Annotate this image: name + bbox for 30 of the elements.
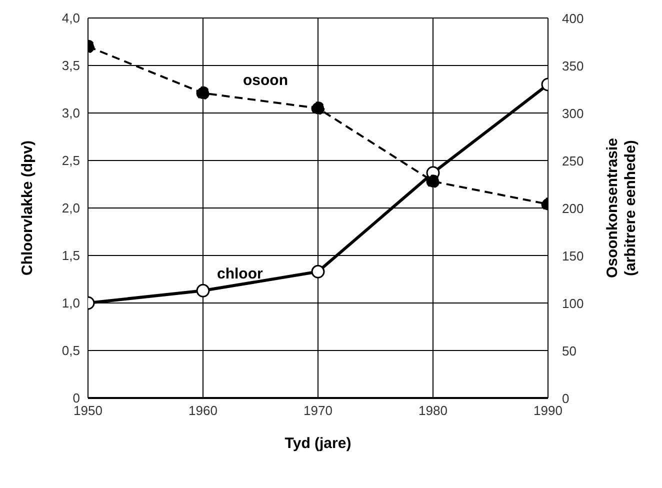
y-tick-label: 0,5 (62, 343, 80, 358)
series-label: osoon (243, 72, 288, 90)
x-tick-label: 1950 (74, 403, 102, 418)
x-tick-label: 1980 (418, 403, 448, 418)
y2-tick-label: 300 (562, 106, 584, 121)
y2-axis-title: Osoonkonsentrasie (arbitrere eenhede) (604, 138, 639, 278)
y-tick-label: 4,0 (62, 10, 80, 26)
y2-tick-label: 350 (562, 58, 584, 74)
y2-tick-label: 100 (562, 296, 584, 311)
y-tick-label: 1,5 (62, 248, 80, 264)
y2-tick-label: 50 (562, 344, 576, 358)
series-label: chloor (217, 266, 263, 283)
y2-tick-label: 200 (562, 201, 584, 216)
y-axis-title: Chloorvlakke (dpv) (19, 140, 36, 276)
y-tick-label: 2,5 (62, 153, 80, 168)
y-tick-label: 3,0 (62, 106, 80, 121)
y-tick-label: 3,5 (62, 58, 80, 74)
y2-tick-label: 150 (562, 248, 584, 264)
x-axis-title: Tyd (jare) (284, 435, 352, 452)
point (311, 102, 325, 115)
y-tick-label: 2,0 (62, 200, 80, 216)
y-tick-label: 0 (72, 390, 80, 406)
y-tick-label: 1,0 (62, 296, 80, 311)
point (311, 264, 325, 278)
y2-tick-label: 250 (562, 154, 584, 168)
x-tick-label: 1970 (304, 403, 332, 418)
y2-tick-label: 400 (562, 11, 584, 26)
y2-tick-label: 0 (562, 391, 570, 406)
x-tick-label: 1960 (188, 403, 218, 418)
x-tick-label: 1990 (534, 403, 562, 418)
